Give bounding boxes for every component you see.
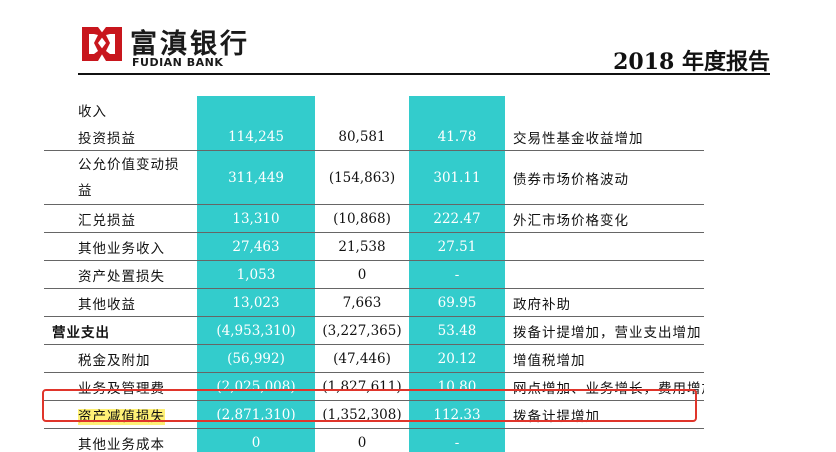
row-note: 交易性基金收益增加 <box>505 123 704 151</box>
row-change: - <box>409 428 505 452</box>
row-previous: 0 <box>315 428 409 452</box>
row-item: 其他业务成本 <box>44 428 197 452</box>
row-item: 税金及附加 <box>44 344 197 373</box>
table-row: 汇兑损益 13,310 (10,868) 222.47 外汇市场价格变化 <box>44 204 704 233</box>
row-note <box>505 96 704 123</box>
bank-logo: 富滇银行 FUDIAN BANK <box>80 22 270 72</box>
row-previous: 80,581 <box>315 123 409 151</box>
table-row: 收入 <box>44 96 704 123</box>
row-previous: (3,227,365) <box>315 316 409 345</box>
row-previous: (1,352,308) <box>315 400 409 429</box>
bank-name-en: FUDIAN BANK <box>132 56 224 69</box>
row-item: 其他收益 <box>44 288 197 317</box>
row-current: 0 <box>197 428 315 452</box>
row-note: 网点增加、业务增长，费用增加 <box>505 372 704 401</box>
row-current: 27,463 <box>197 232 315 261</box>
row-note: 债券市场价格波动 <box>505 150 704 205</box>
income-expense-table: 收入 投资损益 114,245 80,581 41.78 交易性基金收益增加 公… <box>44 96 704 452</box>
row-previous <box>315 96 409 123</box>
row-change: 41.78 <box>409 123 505 151</box>
row-previous: (10,868) <box>315 204 409 233</box>
row-note <box>505 260 704 289</box>
row-current <box>197 96 315 123</box>
row-item: 投资损益 <box>44 123 197 151</box>
row-current: 311,449 <box>197 150 315 205</box>
row-previous: (47,446) <box>315 344 409 373</box>
row-current: 13,023 <box>197 288 315 317</box>
row-change <box>409 96 505 123</box>
table-row: 公允价值变动损益 311,449 (154,863) 301.11 债券市场价格… <box>44 150 704 205</box>
row-change: 53.48 <box>409 316 505 345</box>
row-previous: (154,863) <box>315 150 409 205</box>
table-row-section: 营业支出 (4,953,310) (3,227,365) 53.48 拨备计提增… <box>44 316 704 345</box>
table-row-highlighted: 资产减值损失 (2,871,310) (1,352,308) 112.33 拨备… <box>44 400 704 429</box>
row-change: 69.95 <box>409 288 505 317</box>
fudian-logo-icon <box>82 27 122 61</box>
report-title: 2018 年度报告 <box>613 49 770 75</box>
row-current: (56,992) <box>197 344 315 373</box>
row-note <box>505 428 704 452</box>
row-item: 其他业务收入 <box>44 232 197 261</box>
row-change: 27.51 <box>409 232 505 261</box>
row-previous: 21,538 <box>315 232 409 261</box>
row-note: 增值税增加 <box>505 344 704 373</box>
row-current: (4,953,310) <box>197 316 315 345</box>
table-row: 资产处置损失 1,053 0 - <box>44 260 704 289</box>
table-row: 业务及管理费 (2,025,008) (1,827,611) 10.80 网点增… <box>44 372 704 401</box>
row-note: 拨备计提增加 <box>505 400 704 429</box>
row-change: - <box>409 260 505 289</box>
row-item: 资产处置损失 <box>44 260 197 289</box>
row-change: 112.33 <box>409 400 505 429</box>
row-previous: 0 <box>315 260 409 289</box>
row-note: 外汇市场价格变化 <box>505 204 704 233</box>
row-change: 301.11 <box>409 150 505 205</box>
row-current: 114,245 <box>197 123 315 151</box>
row-note: 政府补助 <box>505 288 704 317</box>
row-current: (2,871,310) <box>197 400 315 429</box>
row-change: 222.47 <box>409 204 505 233</box>
row-item: 业务及管理费 <box>44 372 197 401</box>
row-previous: 7,663 <box>315 288 409 317</box>
row-item: 汇兑损益 <box>44 204 197 233</box>
row-change: 20.12 <box>409 344 505 373</box>
table-row: 其他业务成本 0 0 - <box>44 428 704 452</box>
row-item: 营业支出 <box>44 316 197 345</box>
table-row: 其他收益 13,023 7,663 69.95 政府补助 <box>44 288 704 317</box>
table-row: 投资损益 114,245 80,581 41.78 交易性基金收益增加 <box>44 123 704 151</box>
row-item: 收入 <box>78 103 107 120</box>
row-note <box>505 232 704 261</box>
bank-name-cn: 富滇银行 <box>130 29 250 60</box>
row-item: 公允价值变动损益 <box>44 150 197 205</box>
table-row: 其他业务收入 27,463 21,538 27.51 <box>44 232 704 261</box>
row-current: 1,053 <box>197 260 315 289</box>
row-note: 拨备计提增加，营业支出增加 <box>505 316 704 345</box>
table-row: 税金及附加 (56,992) (47,446) 20.12 增值税增加 <box>44 344 704 373</box>
header-divider <box>78 73 770 75</box>
row-highlight-box <box>42 389 697 422</box>
row-current: 13,310 <box>197 204 315 233</box>
